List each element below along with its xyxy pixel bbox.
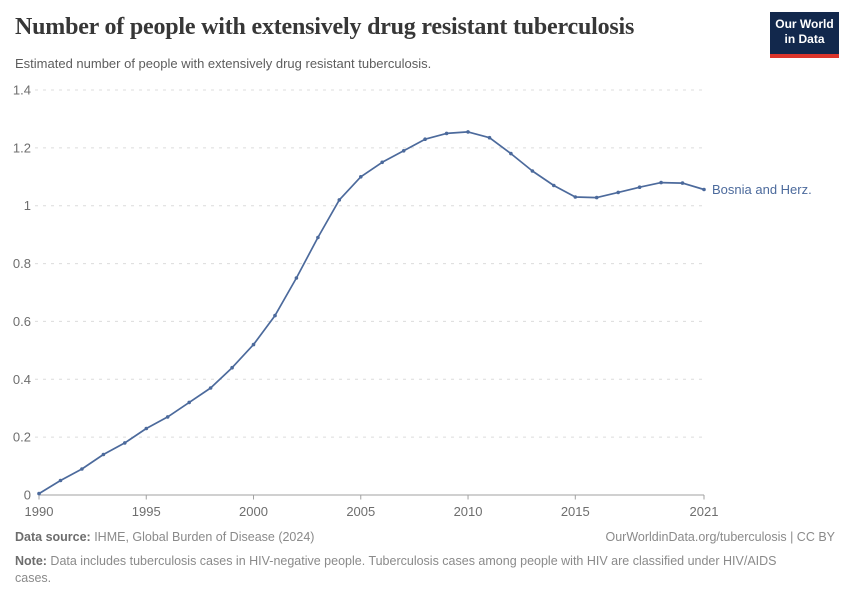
x-tick-label: 2015	[561, 504, 590, 519]
data-source-label: Data source:	[15, 530, 91, 544]
chart-subtitle: Estimated number of people with extensiv…	[15, 56, 432, 71]
series-Bosnia and Herz.[interactable]: Bosnia and Herz.	[37, 130, 812, 496]
data-point[interactable]	[594, 195, 599, 200]
data-point[interactable]	[101, 452, 106, 457]
data-point[interactable]	[637, 185, 642, 189]
data-point[interactable]	[144, 426, 149, 431]
note-label: Note:	[15, 554, 47, 568]
data-point[interactable]	[230, 365, 234, 370]
y-tick-label: 1	[24, 198, 31, 213]
note-text: Data includes tuberculosis cases in HIV-…	[15, 554, 777, 585]
x-axis-tick-labels: 1990 1995 2000 2005 2010 2015 2021	[25, 504, 719, 519]
data-point[interactable]	[359, 175, 363, 179]
owid-logo[interactable]: Our World in Data	[770, 12, 839, 58]
y-tick-label: 1.2	[13, 140, 31, 155]
data-point[interactable]	[208, 386, 213, 390]
data-point[interactable]	[401, 149, 406, 153]
data-point[interactable]	[552, 183, 556, 188]
data-point[interactable]	[423, 137, 427, 141]
note-line: Note: Data includes tuberculosis cases i…	[15, 553, 805, 587]
data-point[interactable]	[58, 478, 63, 483]
data-point[interactable]	[702, 187, 706, 192]
x-axis	[38, 494, 705, 500]
data-point[interactable]	[251, 342, 256, 347]
data-point[interactable]	[380, 160, 385, 165]
y-tick-label: 0.4	[13, 372, 31, 387]
x-tick-label: 2021	[690, 504, 719, 519]
data-point[interactable]	[316, 235, 320, 240]
y-tick-label: 0.8	[13, 256, 31, 271]
data-source-line: Data source: IHME, Global Burden of Dise…	[15, 530, 314, 544]
data-point[interactable]	[165, 415, 170, 419]
data-point[interactable]	[444, 131, 449, 136]
gridlines	[35, 89, 704, 438]
y-tick-label: 1.4	[13, 83, 31, 98]
x-tick-label: 2000	[239, 504, 268, 519]
series-line[interactable]	[38, 131, 705, 495]
data-point[interactable]	[273, 313, 277, 318]
data-point[interactable]	[659, 180, 663, 185]
x-tick-label: 1995	[132, 504, 161, 519]
data-point[interactable]	[37, 491, 41, 496]
x-tick-label: 1990	[25, 504, 54, 519]
owid-link[interactable]: OurWorldinData.org/tuberculosis | CC BY	[605, 530, 836, 544]
data-point[interactable]	[123, 441, 127, 445]
data-point[interactable]	[294, 276, 299, 280]
y-axis-tick-labels: 0 0.2 0.4 0.6 0.8 1 1.2 1.4	[13, 83, 31, 503]
data-point[interactable]	[487, 135, 492, 140]
data-point[interactable]	[187, 400, 191, 405]
data-point[interactable]	[509, 151, 513, 156]
owid-logo-line2: in Data	[784, 32, 825, 46]
data-point[interactable]	[530, 169, 535, 173]
data-point[interactable]	[466, 130, 470, 134]
data-point[interactable]	[80, 467, 84, 471]
series-end-label[interactable]: Bosnia and Herz.	[712, 182, 812, 197]
owid-logo-line1: Our World	[775, 17, 834, 31]
data-point[interactable]	[337, 198, 342, 202]
y-tick-label: 0.2	[13, 430, 31, 445]
chart-title: Number of people with extensively drug r…	[15, 14, 635, 40]
data-point[interactable]	[573, 195, 578, 199]
x-tick-label: 2005	[346, 504, 375, 519]
x-tick-label: 2010	[454, 504, 483, 519]
y-tick-label: 0	[24, 488, 31, 503]
data-point[interactable]	[680, 181, 685, 185]
y-tick-label: 0.6	[13, 314, 31, 329]
data-point[interactable]	[616, 190, 620, 195]
data-source-text: IHME, Global Burden of Disease (2024)	[90, 530, 315, 544]
